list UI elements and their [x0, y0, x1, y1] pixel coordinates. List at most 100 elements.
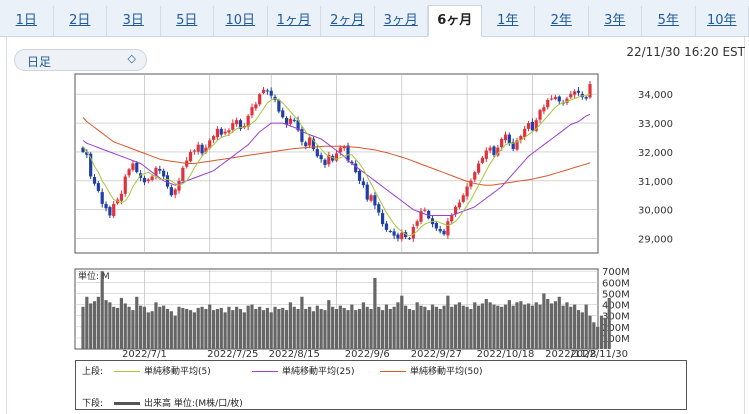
volume-tick-label: 300M: [602, 312, 630, 323]
tab-13[interactable]: 5年: [642, 6, 696, 36]
tab-6[interactable]: 1ヶ月: [268, 6, 321, 36]
tab-11[interactable]: 2年: [535, 6, 589, 36]
volume-bar: [576, 310, 581, 349]
legend-item-ma25: 単純移動平均(25): [252, 364, 354, 377]
volume-bar: [250, 304, 254, 349]
legend-line-ma25: [252, 371, 278, 372]
tab-9[interactable]: 6ヶ月: [428, 5, 482, 37]
period-select[interactable]: 日足 ◇: [14, 49, 147, 71]
volume-bar: [526, 303, 531, 349]
ma25-line: [82, 113, 591, 216]
candle-body: [112, 203, 116, 217]
candle-body: [254, 104, 258, 109]
volume-bar: [211, 310, 216, 349]
volume-bar: [423, 306, 427, 349]
tab-12[interactable]: 3年: [589, 6, 642, 36]
candle-body: [569, 94, 573, 98]
candle-body: [127, 169, 131, 176]
volume-bar: [238, 309, 243, 349]
candle-body: [281, 110, 285, 118]
volume-bar: [204, 309, 208, 349]
volume-bar: [411, 310, 415, 349]
legend-item-volume: 出来高 単位:(M株/口/枚): [114, 396, 243, 409]
candle-body: [169, 187, 173, 196]
volume-bar: [208, 304, 212, 349]
candle-body: [208, 140, 212, 149]
volume-bar: [154, 302, 158, 349]
candle-body: [158, 168, 162, 171]
legend-upper-label: 上段:: [82, 367, 104, 377]
tab-5[interactable]: 10日: [214, 6, 268, 36]
volume-bar: [361, 302, 365, 349]
volume-bar: [265, 307, 269, 349]
volume-bar: [284, 310, 289, 349]
tab-8[interactable]: 3ヶ月: [375, 6, 428, 36]
ma50-line: [82, 116, 591, 186]
candle-body: [377, 204, 381, 213]
volume-tick-label: 200M: [602, 323, 630, 334]
volume-bar: [588, 315, 592, 349]
volume-bar: [146, 312, 150, 349]
volume-bar: [607, 297, 611, 349]
candle-body: [507, 134, 511, 144]
tab-2[interactable]: 2日: [54, 6, 107, 36]
candle-body: [135, 162, 139, 173]
volume-bar: [534, 302, 538, 349]
tab-1[interactable]: 1日: [0, 6, 54, 36]
volume-bar: [542, 293, 546, 349]
volume-bar: [261, 310, 266, 349]
volume-bar: [565, 302, 569, 349]
tab-3[interactable]: 3日: [107, 6, 161, 36]
volume-bar: [112, 306, 116, 349]
tab-4[interactable]: 5日: [161, 6, 214, 36]
candle-body: [173, 189, 177, 195]
candle-body: [323, 159, 327, 165]
candle-body: [427, 210, 431, 219]
volume-bar: [465, 306, 469, 349]
candle-body: [215, 128, 220, 138]
volume-bar: [281, 307, 285, 349]
candle-body: [89, 153, 93, 177]
candle-body: [258, 94, 262, 105]
volume-bar: [196, 307, 200, 349]
candle-body: [565, 98, 569, 103]
tab-7[interactable]: 2ヶ月: [321, 6, 375, 36]
legend-lower-label: 下段:: [82, 399, 104, 409]
candle-body: [373, 195, 377, 206]
volume-bar: [557, 296, 561, 349]
volume-bar: [223, 312, 227, 349]
candle-body: [131, 163, 135, 170]
volume-bar: [235, 306, 239, 349]
candle-body: [511, 142, 515, 150]
candle-body: [534, 120, 538, 131]
tab-10[interactable]: 1年: [482, 6, 535, 36]
candle-body: [557, 96, 561, 102]
candle-body: [242, 125, 246, 128]
candle-body: [200, 144, 204, 154]
volume-bar: [181, 307, 185, 349]
volume-bar: [596, 326, 600, 349]
candle-body: [573, 91, 577, 95]
volume-bar: [415, 302, 419, 349]
candle-body: [119, 193, 124, 201]
candle-body: [453, 206, 458, 215]
volume-bar: [81, 306, 85, 349]
candle-body: [238, 120, 243, 129]
candle-body: [304, 142, 308, 147]
volume-bar: [603, 317, 607, 349]
candle-body: [488, 147, 492, 151]
candle-body: [423, 209, 427, 211]
candle-body: [434, 222, 438, 229]
candle-body: [292, 119, 296, 121]
volume-bar: [142, 306, 147, 349]
candle-body: [196, 144, 200, 152]
candle-body: [457, 202, 462, 208]
volume-bar: [158, 306, 162, 349]
volume-bar: [169, 311, 173, 349]
candle-body: [549, 98, 554, 100]
stock-chart: 34,000 33,000 32,000 31,000 30,000 29,000 700M…: [74, 73, 673, 360]
volume-bar: [515, 302, 519, 349]
volume-bar: [334, 309, 339, 349]
candle-body: [227, 130, 231, 133]
candle-body: [411, 227, 415, 239]
